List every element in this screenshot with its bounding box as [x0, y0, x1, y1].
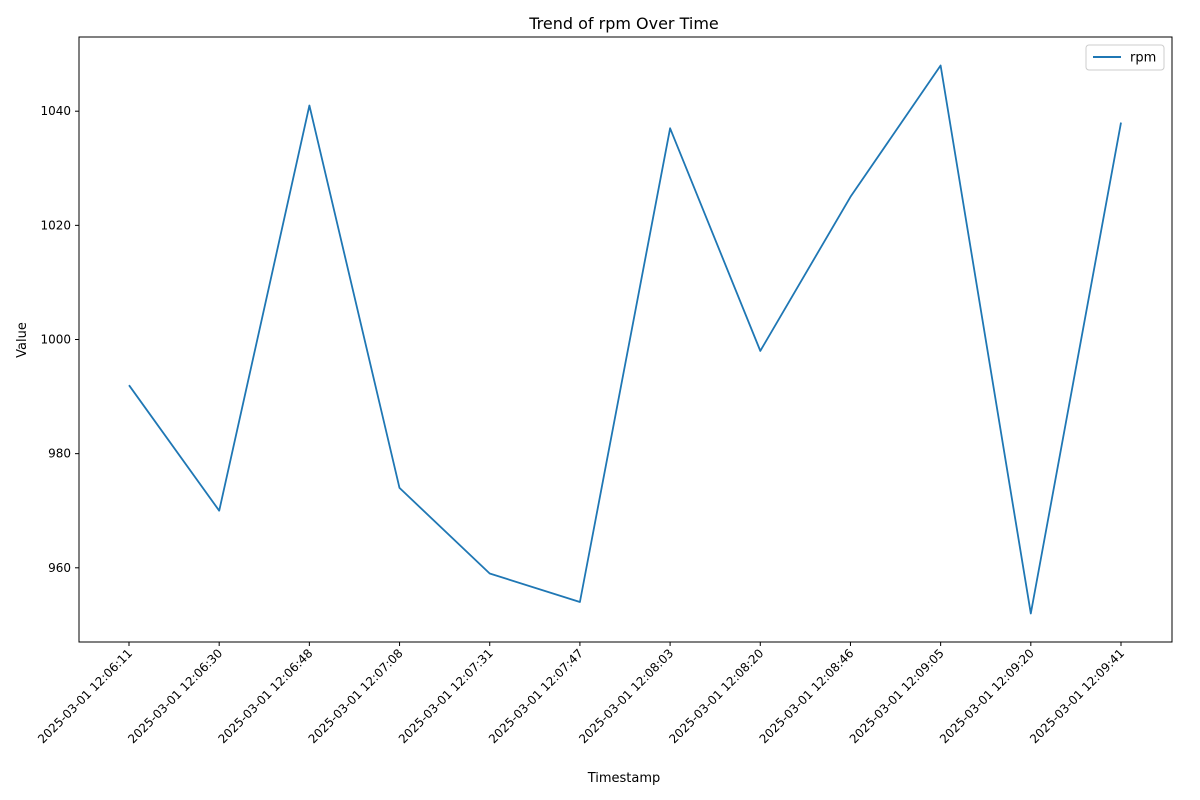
x-axis-label: Timestamp — [587, 771, 661, 786]
x-tick-label: 2025-03-01 12:06:30 — [125, 646, 225, 746]
y-axis: 960 980 1000 1020 1040 — [40, 104, 79, 575]
chart-title: Trend of rpm Over Time — [528, 14, 719, 33]
x-tick-label: 2025-03-01 12:07:31 — [396, 646, 496, 746]
y-tick-label: 960 — [48, 561, 71, 575]
legend: rpm — [1085, 44, 1165, 71]
y-tick-label: 1040 — [40, 104, 71, 118]
plot-frame — [78, 36, 1173, 643]
series-line-rpm — [128, 64, 1122, 615]
x-tick-label: 2025-03-01 12:09:05 — [847, 646, 947, 746]
legend-box — [1085, 44, 1165, 71]
x-tick-label: 2025-03-01 12:06:11 — [35, 646, 135, 746]
x-tick-label: 2025-03-01 12:06:48 — [215, 646, 315, 746]
x-tick-label: 2025-03-01 12:07:47 — [486, 646, 586, 746]
legend-label-rpm: rpm — [1130, 51, 1156, 66]
y-tick-label: 980 — [48, 447, 71, 461]
x-tick-label: 2025-03-01 12:08:46 — [757, 646, 857, 746]
plot-area — [128, 64, 1122, 615]
x-tick-label: 2025-03-01 12:08:20 — [666, 646, 766, 746]
y-tick-label: 1020 — [40, 218, 71, 232]
y-axis-label: Value — [15, 322, 30, 358]
x-tick-label: 2025-03-01 12:09:20 — [937, 646, 1037, 746]
x-tick-label: 2025-03-01 12:09:41 — [1027, 646, 1127, 746]
y-tick-label: 1000 — [40, 333, 71, 347]
x-tick-label: 2025-03-01 12:07:08 — [306, 646, 406, 746]
x-tick-label: 2025-03-01 12:08:03 — [576, 646, 676, 746]
